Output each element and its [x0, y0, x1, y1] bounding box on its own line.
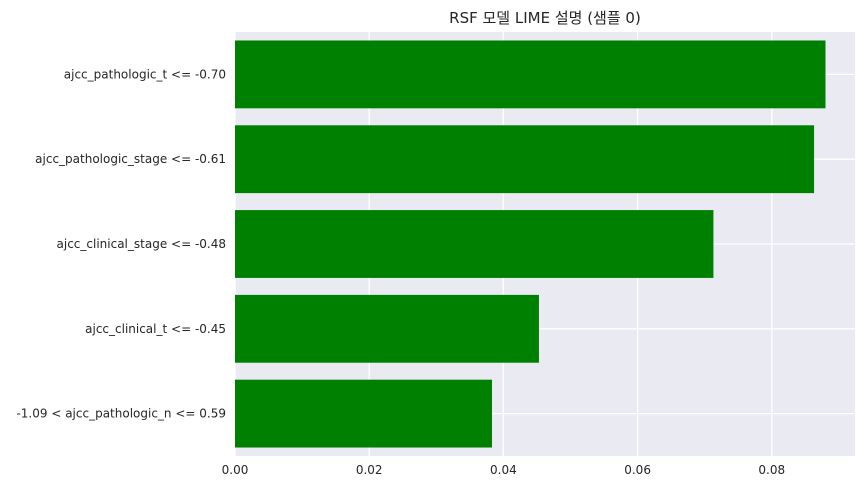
bars-group: [235, 40, 826, 448]
x-tick-labels: 0.00 0.02 0.04 0.06 0.08: [222, 463, 786, 477]
bar: [235, 125, 815, 194]
bar: [235, 294, 539, 363]
x-tick-label: 0.00: [222, 463, 249, 477]
y-tick-label: ajcc_clinical_t <= -0.45: [85, 322, 226, 336]
bar: [235, 40, 826, 109]
y-tick-label: -1.09 < ajcc_pathologic_n <= 0.59: [16, 407, 226, 421]
x-tick-label: 0.02: [356, 463, 383, 477]
x-tick-label: 0.08: [758, 463, 785, 477]
x-tick-label: 0.04: [490, 463, 517, 477]
y-tick-labels: ajcc_pathologic_t <= -0.70 ajcc_pathologi…: [16, 67, 226, 420]
x-tick-label: 0.06: [624, 463, 651, 477]
y-tick-label: ajcc_pathologic_stage <= -0.61: [35, 152, 226, 166]
chart-title: RSF 모델 LIME 설명 (샘플 0): [449, 9, 641, 27]
y-tick-label: ajcc_clinical_stage <= -0.48: [57, 237, 226, 251]
bar: [235, 379, 492, 448]
bar: [235, 210, 714, 278]
y-tick-label: ajcc_pathologic_t <= -0.70: [64, 67, 226, 81]
